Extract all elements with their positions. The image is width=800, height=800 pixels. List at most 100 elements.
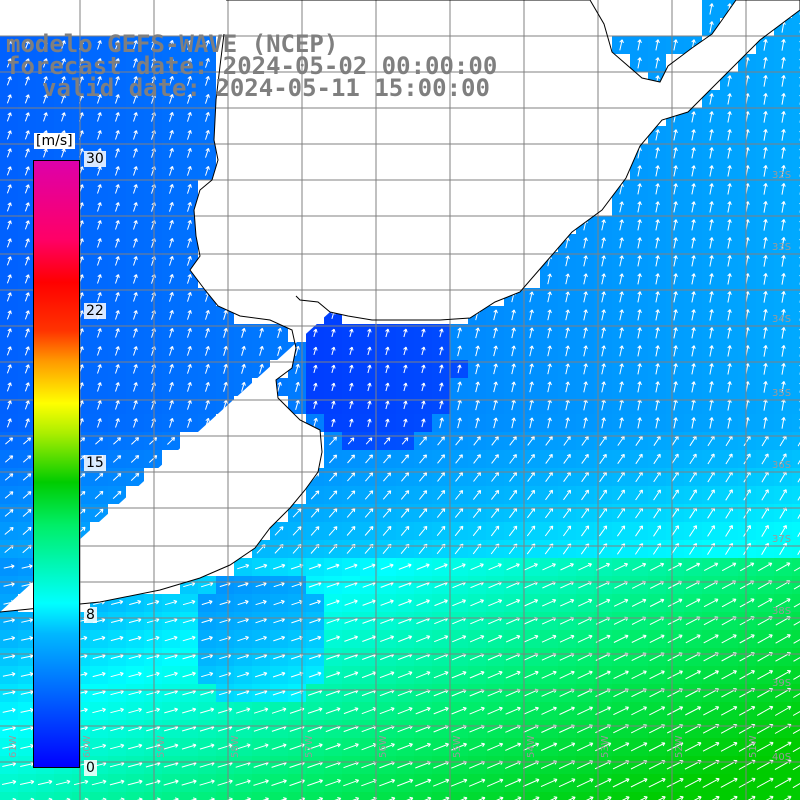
wind-arrow [637, 219, 642, 231]
wind-arrow [743, 525, 751, 537]
wind-arrow [22, 491, 32, 499]
wind-arrow [237, 617, 249, 624]
wind-cell [792, 630, 800, 648]
wind-arrow [655, 309, 660, 321]
wind-cell [792, 324, 800, 342]
wind-arrow [709, 111, 714, 123]
wind-arrow [457, 417, 462, 429]
wind-arrow [547, 345, 552, 357]
wind-arrow [457, 364, 462, 374]
wind-arrow [295, 399, 300, 410]
wind-cell [738, 792, 756, 800]
wind-arrow [398, 635, 413, 643]
wind-arrow [115, 76, 120, 86]
wind-arrow [774, 705, 792, 716]
wind-arrow [255, 599, 267, 606]
wind-arrow [478, 796, 486, 800]
wind-arrow [274, 526, 284, 536]
wind-arrow [793, 693, 800, 698]
wind-arrow [421, 400, 426, 410]
wind-arrow [255, 635, 267, 642]
wind-arrow [691, 417, 696, 429]
wind-arrow [205, 364, 210, 374]
wind-arrow [349, 400, 354, 410]
wind-arrow [109, 779, 125, 786]
wind-arrow [343, 743, 359, 751]
coastline [0, 0, 800, 613]
wind-arrow [673, 381, 678, 393]
wind-arrow [205, 40, 210, 50]
wind-arrow [709, 381, 714, 393]
wind-arrow [22, 473, 32, 481]
wind-arrow [727, 327, 732, 339]
wind-cell [792, 414, 800, 432]
wind-arrow [362, 599, 376, 606]
wind-arrow [631, 634, 647, 643]
wind-cell [792, 450, 800, 468]
wind-arrow [637, 39, 642, 51]
wind-arrow [115, 112, 120, 122]
wind-arrow [253, 743, 269, 750]
wind-arrow [223, 363, 228, 374]
lon-label: 51W [748, 735, 759, 758]
wind-cell [792, 72, 800, 90]
wind-arrow [673, 255, 678, 267]
wind-arrow [727, 165, 732, 177]
wind-arrow [6, 148, 12, 158]
lat-label: 38S [772, 606, 791, 617]
wind-arrow [97, 328, 102, 338]
wind-arrow [547, 273, 552, 285]
wind-arrow [92, 743, 107, 750]
wind-arrow [469, 635, 485, 643]
wind-arrow [559, 706, 575, 715]
wind-arrow [223, 309, 228, 320]
wind-arrow [24, 382, 30, 392]
wind-cell [342, 792, 360, 800]
wind-arrow [637, 273, 642, 285]
wind-arrow [709, 237, 714, 249]
lon-label: 56W [378, 735, 389, 758]
wind-arrow [6, 328, 12, 338]
wind-arrow [650, 562, 665, 571]
wind-arrow [97, 364, 102, 374]
wind-arrow [562, 525, 572, 537]
wind-arrow [727, 417, 732, 429]
wind-arrow [527, 436, 535, 446]
wind-arrow [619, 381, 624, 393]
wind-arrow [583, 345, 588, 357]
wind-cell [792, 432, 800, 450]
wind-arrow [133, 238, 138, 248]
lat-label: 33S [772, 242, 791, 253]
wind-arrow [97, 256, 102, 266]
wind-arrow [756, 705, 774, 716]
wind-arrow [721, 670, 737, 680]
wind-arrow [601, 327, 606, 339]
wind-arrow [347, 454, 355, 464]
wind-arrow [763, 237, 768, 249]
wind-arrow [653, 489, 661, 501]
wind-arrow [187, 346, 192, 356]
wind-arrow [721, 562, 737, 572]
wind-arrow [637, 381, 642, 393]
wind-arrow [6, 94, 12, 104]
wind-arrow [112, 490, 122, 499]
wind-arrow [691, 327, 696, 339]
wind-arrow [655, 345, 660, 357]
wind-arrow [146, 599, 160, 606]
wind-arrow [97, 202, 102, 212]
wind-arrow [433, 778, 450, 787]
wind-arrow [97, 76, 102, 86]
wind-arrow [709, 129, 714, 141]
wind-arrow [271, 779, 287, 786]
wind-arrow [671, 453, 679, 465]
wind-arrow [781, 363, 786, 375]
colorbar-tick-22: 22 [84, 303, 106, 319]
wind-arrow [781, 345, 786, 357]
wind-arrow [596, 562, 611, 571]
wind-arrow [115, 58, 120, 68]
wind-arrow [133, 184, 138, 194]
wind-arrow [6, 310, 12, 320]
wind-arrow [547, 363, 552, 375]
wind-arrow [504, 778, 522, 787]
wind-arrow [565, 381, 570, 393]
